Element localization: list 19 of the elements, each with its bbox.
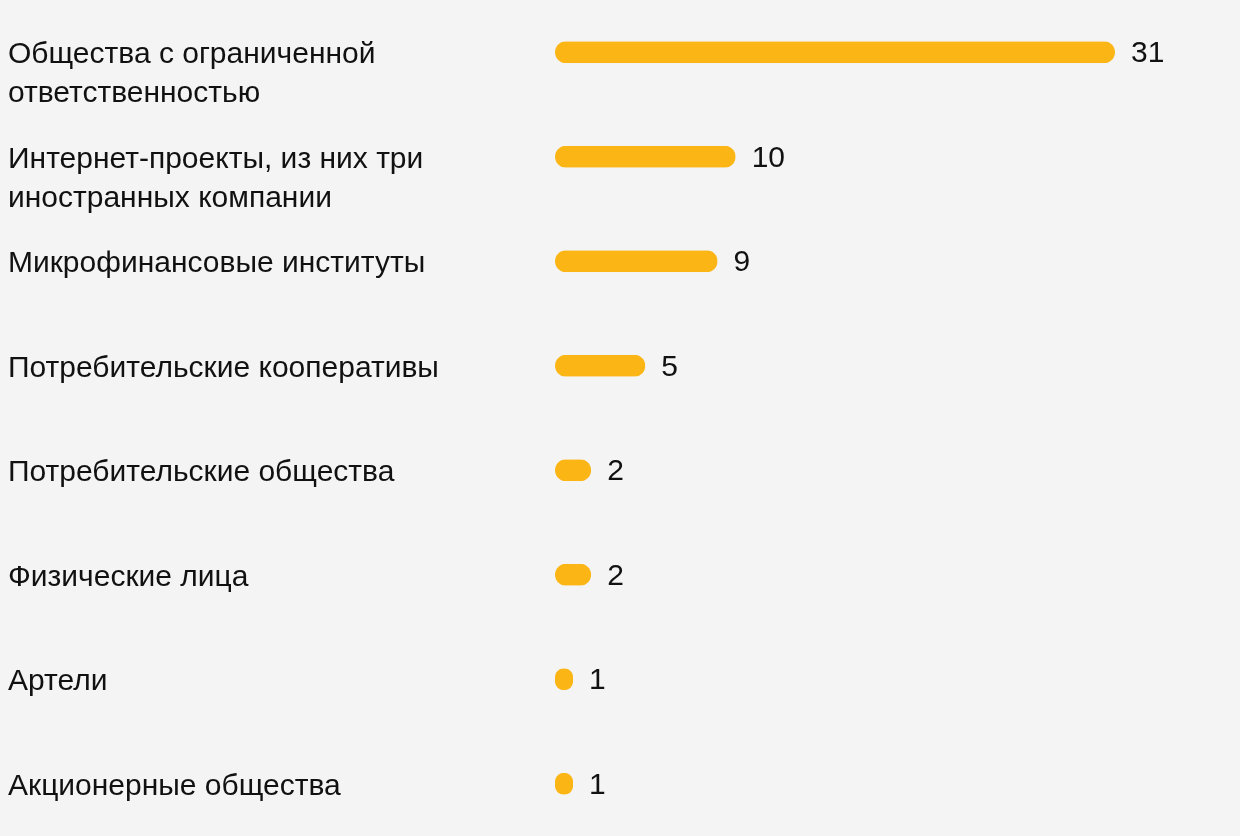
data-label: 2 xyxy=(607,453,624,487)
y-tick-label: Общества с ограниченной ответственностью xyxy=(8,36,376,109)
data-label: 1 xyxy=(589,662,606,696)
data-label: 9 xyxy=(733,244,751,278)
bar xyxy=(555,145,736,168)
y-tick-label: Потребительские общества xyxy=(8,454,395,488)
data-label: 31 xyxy=(1131,35,1165,69)
bar xyxy=(555,41,1115,64)
y-tick-label: Интернет-проекты, из них три иностранных компании xyxy=(8,140,424,213)
y-tick-label: Артели xyxy=(8,663,108,697)
y-tick-label: Микрофинансовые институты xyxy=(8,245,426,279)
bar xyxy=(555,250,718,273)
data-label: 1 xyxy=(589,766,606,800)
y-tick-label: Потребительские кооперативы xyxy=(8,349,439,383)
y-tick-label: Акционерные общества xyxy=(8,767,342,801)
data-label: 2 xyxy=(607,557,624,591)
y-tick-label: Физические лица xyxy=(8,558,249,592)
data-label: 10 xyxy=(751,139,786,173)
data-label: 5 xyxy=(661,348,679,382)
